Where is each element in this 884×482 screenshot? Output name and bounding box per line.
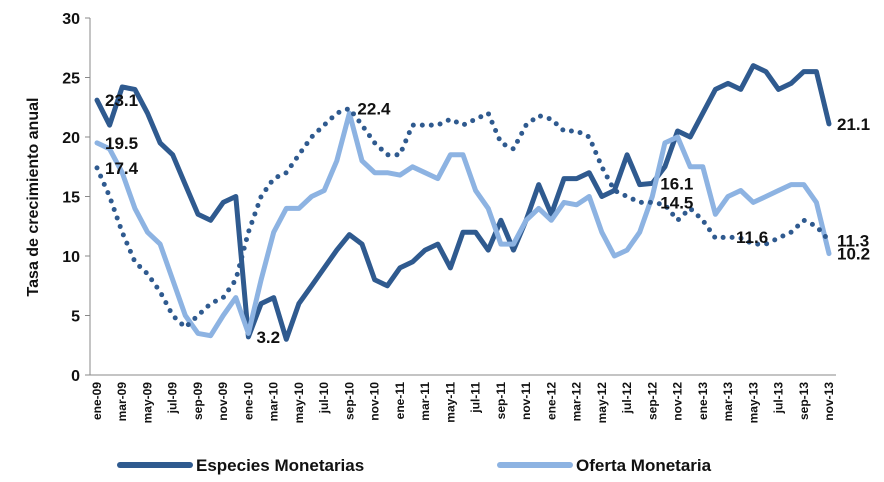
x-tick-label: jul-09	[166, 382, 180, 415]
x-tick-label: mar-10	[267, 382, 281, 422]
x-tick-label: ene-13	[696, 382, 710, 420]
x-tick-label: jul-11	[469, 382, 483, 414]
series-line	[94, 63, 832, 342]
legend-label: Especies Monetarias	[196, 456, 364, 475]
x-tick-label: may-12	[595, 382, 609, 424]
x-tick-label: nov-11	[519, 382, 533, 420]
x-tick-label: may-09	[140, 382, 154, 424]
x-tick-label: ene-12	[544, 382, 558, 420]
x-tick-label: mar-11	[418, 382, 432, 421]
x-tick-label: sep-13	[797, 382, 811, 420]
x-tick-label: jul-12	[620, 382, 634, 415]
value-label: 19.5	[105, 134, 138, 153]
legend-label: Oferta Monetaria	[576, 456, 712, 475]
value-label: 16.1	[660, 174, 693, 193]
value-label: 10.2	[837, 245, 870, 264]
x-tick-label: mar-13	[721, 382, 735, 422]
x-tick-label: nov-09	[216, 382, 230, 421]
y-tick-label: 30	[62, 11, 80, 28]
x-tick-label: sep-10	[342, 382, 356, 420]
x-tick-label: may-13	[746, 382, 760, 424]
x-tick-label: ene-10	[241, 382, 255, 420]
value-label: 11.3	[837, 232, 869, 251]
y-tick-label: 20	[62, 130, 80, 147]
value-label: 14.5	[660, 193, 693, 212]
x-tick-label: may-10	[292, 382, 306, 424]
x-tick-label: nov-12	[671, 382, 685, 421]
x-tick-label: jul-10	[317, 382, 331, 415]
x-tick-label: ene-11	[393, 382, 407, 420]
x-tick-label: nov-10	[368, 382, 382, 421]
value-label: 21.1	[837, 115, 870, 134]
x-tick-label: sep-11	[494, 382, 508, 420]
value-label: 22.4	[357, 99, 391, 118]
y-tick-label: 15	[62, 190, 80, 207]
series-line	[94, 105, 832, 330]
x-tick-label: jul-13	[772, 382, 786, 415]
y-tick-label: 25	[62, 71, 80, 88]
y-axis-title: Tasa de crecimiento anual	[25, 98, 42, 297]
value-label: 3.2	[256, 328, 280, 347]
y-tick-label: 0	[71, 368, 80, 385]
series-line	[94, 110, 832, 339]
x-tick-label: nov-13	[822, 382, 836, 421]
x-tick-label: may-11	[443, 382, 457, 423]
value-label: 11.6	[736, 228, 768, 247]
value-label: 17.4	[105, 159, 139, 178]
x-tick-label: ene-09	[90, 382, 104, 420]
y-tick-label: 10	[62, 249, 80, 266]
value-label: 23.1	[105, 91, 138, 110]
x-tick-label: sep-12	[645, 382, 659, 420]
y-tick-label: 5	[71, 309, 80, 326]
x-tick-label: sep-09	[191, 382, 205, 420]
x-tick-label: mar-09	[115, 382, 129, 422]
x-tick-label: mar-12	[570, 382, 584, 422]
